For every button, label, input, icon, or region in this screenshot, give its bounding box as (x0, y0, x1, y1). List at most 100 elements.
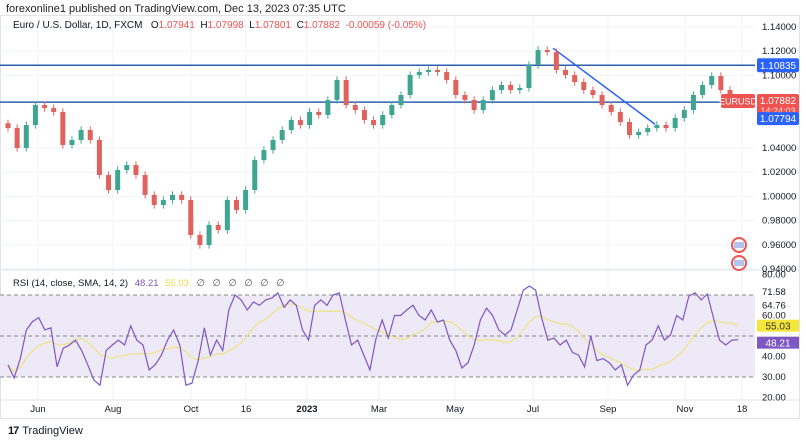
candle-body (343, 79, 349, 106)
candle-body (718, 76, 724, 91)
tradingview-logo-icon: 17 (8, 425, 19, 437)
close-value: 1.07882 (303, 20, 340, 31)
support-price-label-box (757, 112, 799, 126)
change-value: -0.00059 (-0.05%) (345, 20, 427, 31)
candle-body (581, 82, 587, 91)
symbol-title: Euro / U.S. Dollar, 1D, FXCM (13, 20, 143, 31)
rsi-tick-label: 60.00 (762, 311, 786, 322)
time-tick-label: May (446, 404, 464, 415)
empty-set-icon[interactable]: ∅ (276, 278, 285, 289)
price-tick-label: 1.00000 (762, 191, 796, 202)
last-price-box (757, 94, 799, 118)
price-tick-label: 1.10000 (762, 70, 796, 81)
time-tick-label: Nov (677, 404, 694, 415)
candle-body (23, 125, 29, 148)
candle-body (517, 87, 523, 91)
ohlc-legend: Euro / U.S. Dollar, 1D, FXCM O1.07941 H 1… (13, 20, 426, 31)
candle-body (535, 49, 541, 65)
candle-body (416, 72, 422, 76)
candle-body (288, 120, 294, 130)
candle-body (709, 76, 715, 85)
candle-body (334, 79, 340, 100)
candle-body (151, 194, 157, 205)
time-tick-label: Sep (600, 404, 617, 415)
candle-body (316, 111, 322, 115)
candle-body (425, 69, 431, 73)
candle-body (544, 49, 550, 53)
rsi-tick-label: 64.76 (762, 301, 786, 312)
candle-body (325, 99, 331, 115)
price-tick-label: 0.98000 (762, 216, 796, 227)
rsi-tick-label: 80.00 (762, 270, 786, 281)
last-price-label: 1.07882 (760, 96, 797, 107)
candle-body (115, 170, 121, 190)
candle-body (471, 99, 477, 111)
time-tick-label: 18 (737, 404, 748, 415)
high-label: H (200, 20, 208, 31)
candle-body (380, 114, 386, 126)
candle-body (197, 234, 203, 246)
candle-body (553, 52, 559, 70)
time-tick-label: Jun (30, 404, 45, 415)
candle-body (371, 120, 377, 126)
candle-body (96, 140, 102, 175)
countdown-label: 14:24:03 (760, 106, 795, 116)
candle-body (14, 128, 20, 148)
candle-body (124, 165, 130, 171)
candle-body (5, 123, 11, 129)
rsi-tick-label: 40.00 (762, 352, 786, 363)
open-label: O (150, 20, 159, 31)
candle-body (87, 129, 93, 141)
open-value: 1.07941 (158, 20, 195, 31)
candle-body (361, 110, 367, 121)
brand-name: TradingView (22, 425, 83, 437)
rsi-tick-label: 20.00 (762, 393, 786, 404)
empty-set-icon[interactable]: ∅ (228, 278, 237, 289)
candle-body (636, 132, 642, 136)
footer-brand: 17 TradingView (8, 425, 83, 437)
candle-body (700, 84, 706, 96)
sma-axis-label: 55.03 (765, 322, 790, 333)
time-tick-label: Mar (371, 404, 387, 415)
rsi-title: RSI (14, close, SMA, 14, 2) (13, 278, 129, 289)
candle-body (307, 111, 313, 126)
candle-body (562, 69, 568, 76)
candle-body (690, 95, 696, 111)
empty-set-icon[interactable]: ∅ (244, 278, 253, 289)
price-tick-label: 0.96000 (762, 240, 796, 251)
candle-body (599, 95, 605, 106)
price-tick-label: 1.02000 (762, 167, 796, 178)
candle-body (42, 105, 48, 109)
candle-body (243, 189, 249, 210)
candle-body (160, 200, 166, 205)
publish-info: forexonline1 published on TradingView.co… (6, 3, 346, 15)
candle-body (480, 99, 486, 111)
time-tick-label: Aug (105, 404, 122, 415)
resistance-price-label: 1.10835 (760, 61, 797, 72)
time-tick-label: 16 (241, 404, 252, 415)
rsi-line (7, 285, 739, 387)
rsi-value: 48.21 (134, 278, 159, 289)
rsi-band (0, 295, 755, 377)
time-tick-label: Jul (527, 404, 539, 415)
candle-body (297, 120, 303, 126)
candle-body (407, 75, 413, 96)
candle-body (617, 111, 623, 122)
empty-set-icon[interactable]: ∅ (196, 278, 205, 289)
candle-body (233, 200, 239, 210)
candle-body (69, 140, 75, 145)
empty-set-icon[interactable]: ∅ (212, 278, 221, 289)
empty-set-icon[interactable]: ∅ (260, 278, 269, 289)
rsi-tick-label: 71.58 (762, 287, 786, 298)
candle-body (32, 105, 38, 126)
candle-body (279, 129, 285, 141)
rsi-axis-label: 48.21 (765, 339, 790, 350)
candle-body (261, 150, 267, 160)
price-tick-label: 0.94000 (762, 264, 796, 275)
candle-body (499, 84, 505, 91)
candle-body (489, 90, 495, 100)
sma-line (7, 303, 739, 373)
time-tick-label: 2023 (296, 404, 317, 415)
candle-body (170, 194, 176, 201)
